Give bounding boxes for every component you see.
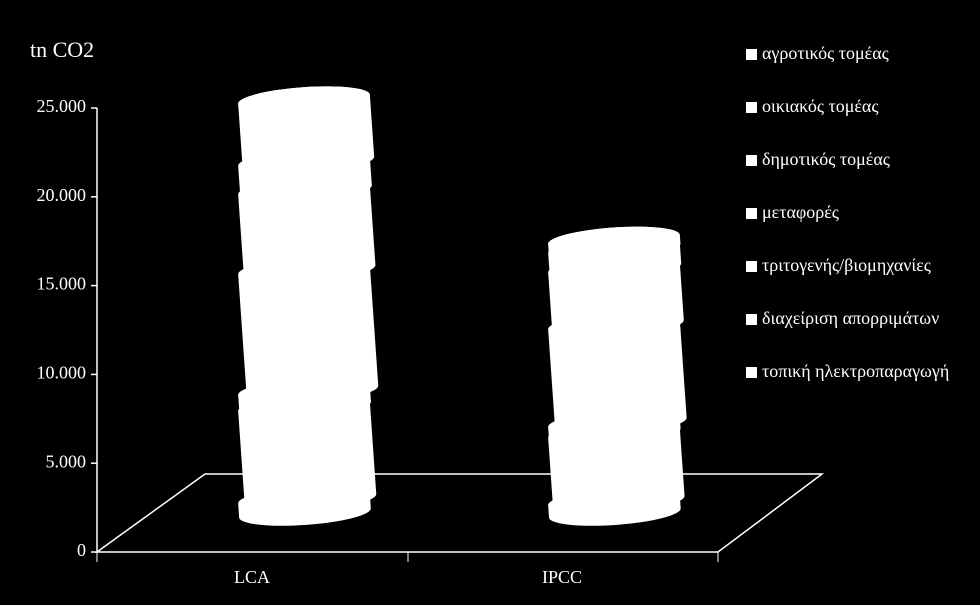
y-tick-label: 5.000 bbox=[46, 451, 87, 471]
cylinder-segment bbox=[548, 311, 687, 436]
legend-label: αγροτικός τομέας bbox=[762, 43, 889, 63]
legend-swatch bbox=[746, 49, 757, 60]
legend-label: τοπική ηλεκτροπαραγωγή bbox=[762, 361, 950, 381]
y-tick-label: 0 bbox=[77, 540, 86, 560]
legend-swatch bbox=[746, 367, 757, 378]
legend-swatch bbox=[746, 208, 757, 219]
legend-item: οικιακός τομέας bbox=[746, 96, 974, 150]
legend-swatch bbox=[746, 261, 757, 272]
legend-swatch bbox=[746, 314, 757, 325]
legend-item: τοπική ηλεκτροπαραγωγή bbox=[746, 361, 974, 415]
legend-label: μεταφορές bbox=[762, 202, 839, 222]
y-tick-label: 15.000 bbox=[37, 274, 87, 294]
cylinder-top bbox=[238, 86, 370, 113]
cylinder-segment bbox=[238, 393, 377, 512]
legend-label: δημοτικός τομέας bbox=[762, 149, 890, 169]
legend-label: οικιακός τομέας bbox=[762, 96, 879, 116]
legend-swatch bbox=[746, 102, 757, 113]
cylinder-segment bbox=[238, 176, 376, 283]
legend-swatch bbox=[746, 155, 757, 166]
legend-item: διαχείριση απορριμάτων bbox=[746, 308, 974, 362]
legend-label: τριτογενής/βιομηχανίες bbox=[762, 255, 931, 275]
legend-label: διαχείριση απορριμάτων bbox=[762, 308, 940, 328]
legend-item: δημοτικός τομέας bbox=[746, 149, 974, 203]
legend-item: μεταφορές bbox=[746, 202, 974, 256]
x-tick-label: IPCC bbox=[542, 567, 582, 587]
legend-item: αγροτικός τομέας bbox=[746, 43, 974, 97]
y-tick-label: 20.000 bbox=[37, 185, 87, 205]
x-tick-label: LCA bbox=[234, 567, 270, 587]
cylinder-segment bbox=[238, 256, 379, 403]
legend-item: τριτογενής/βιομηχανίες bbox=[746, 255, 974, 309]
y-tick-label: 10.000 bbox=[37, 363, 87, 383]
legend: αγροτικός τομέας οικιακός τομέας δημοτικός… bbox=[746, 43, 974, 415]
y-tick-label: 25.000 bbox=[37, 96, 87, 116]
chart-title: tn CO2 bbox=[30, 37, 94, 62]
floor bbox=[94, 473, 825, 553]
cylinder-top bbox=[548, 226, 680, 253]
